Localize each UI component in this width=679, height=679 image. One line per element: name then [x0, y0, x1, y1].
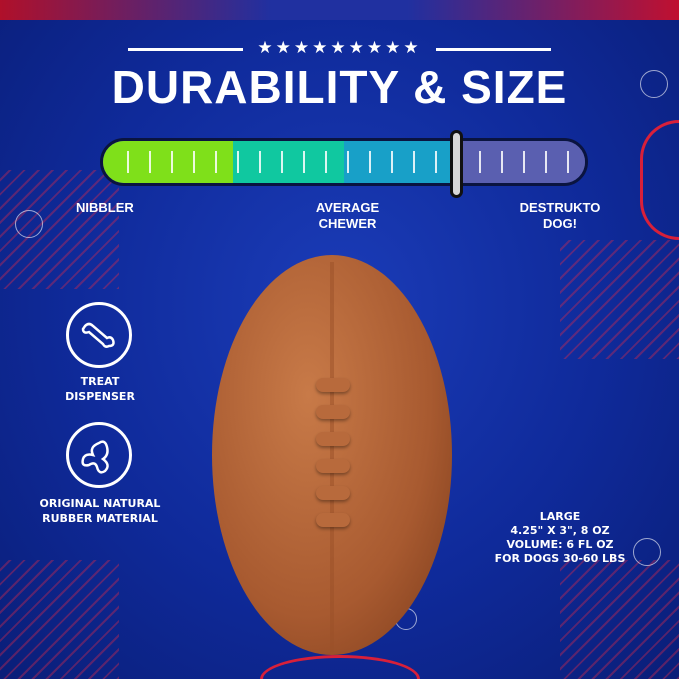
- size-volume: VOLUME: 6 FL OZ: [506, 538, 614, 551]
- ball-lace: [316, 378, 350, 392]
- label-average-chewer: AVERAGE CHEWER: [300, 200, 395, 232]
- size-dog-weight: FOR DOGS 30-60 LBS: [494, 552, 626, 565]
- decor-stripes: [560, 560, 679, 679]
- stars-row: ★★★★★★★★★: [257, 38, 422, 58]
- label-line: DESTRUKTO: [519, 200, 601, 215]
- meter-ticks: [113, 151, 575, 173]
- ball-lace: [316, 405, 350, 419]
- top-banner: [0, 0, 679, 20]
- label-line: AVERAGE: [315, 200, 380, 215]
- feature-line: TREAT: [80, 375, 120, 388]
- rubber-drop-icon: [66, 422, 132, 488]
- label-line: CHEWER: [318, 216, 377, 231]
- label-line: DOG!: [543, 216, 577, 231]
- ball-lace: [316, 513, 350, 527]
- label-nibbler: NIBBLER: [76, 200, 134, 215]
- decor-ring: [15, 210, 43, 238]
- ball-lace: [316, 486, 350, 500]
- ball-lace: [316, 459, 350, 473]
- feature-treat-dispenser: TREAT DISPENSER: [40, 374, 160, 404]
- size-info: LARGE 4.25" X 3", 8 OZ VOLUME: 6 FL OZ F…: [470, 510, 650, 566]
- feature-natural-rubber: ORIGINAL NATURAL RUBBER MATERIAL: [30, 496, 170, 526]
- size-name: LARGE: [539, 510, 581, 523]
- title-rule-left: [128, 48, 243, 51]
- ball-seam: [330, 262, 334, 652]
- decor-stripes: [0, 560, 119, 679]
- feature-line: DISPENSER: [65, 390, 135, 403]
- decor-arc: [640, 120, 679, 240]
- title-rule-right: [436, 48, 551, 51]
- feature-line: RUBBER MATERIAL: [42, 512, 158, 525]
- decor-arc: [260, 655, 420, 679]
- label-destrukto-dog: DESTRUKTO DOG!: [510, 200, 610, 232]
- page-title: DURABILITY & SIZE: [111, 61, 568, 113]
- durability-meter: [100, 138, 588, 186]
- meter-indicator: [450, 130, 464, 198]
- feature-line: ORIGINAL NATURAL: [39, 497, 161, 510]
- decor-ring: [633, 538, 661, 566]
- bone-icon: [66, 302, 132, 368]
- decor-ring: [640, 70, 668, 98]
- ball-lace: [316, 432, 350, 446]
- size-dimensions: 4.25" X 3", 8 OZ: [510, 524, 610, 537]
- decor-stripes: [560, 240, 679, 359]
